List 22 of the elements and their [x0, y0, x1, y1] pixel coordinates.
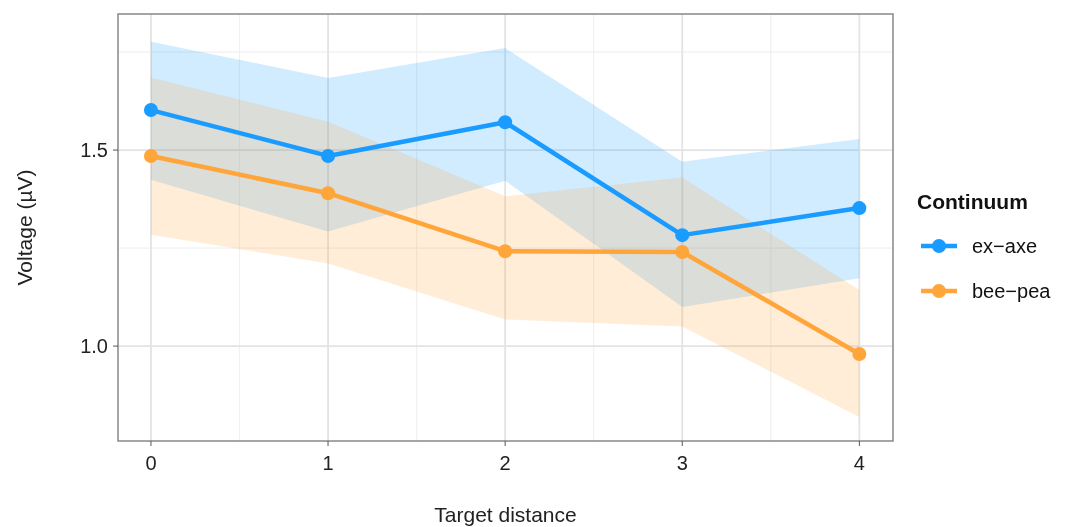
- x-tick-label: 4: [853, 452, 865, 474]
- x-tick-label: 3: [676, 452, 688, 474]
- point: [321, 186, 336, 201]
- legend-title: Continuum: [917, 190, 1028, 213]
- x-tick-label: 2: [499, 452, 511, 474]
- point: [143, 148, 158, 163]
- point: [675, 228, 690, 243]
- y-tick-label: 1.0: [80, 335, 108, 358]
- x-axis-title: Target distance: [434, 503, 577, 526]
- point: [143, 103, 158, 118]
- x-tick-label: 1: [322, 452, 334, 474]
- y-axis-title: Voltage (µV): [13, 169, 36, 286]
- point: [852, 346, 867, 361]
- point: [852, 201, 867, 216]
- x-tick-label: 0: [145, 452, 157, 474]
- point: [498, 244, 513, 259]
- legend-label: ex−axe: [972, 235, 1038, 257]
- y-tick-label: 1.5: [80, 139, 108, 162]
- point: [498, 115, 513, 130]
- point: [675, 245, 690, 260]
- legend-label: bee−pea: [972, 280, 1052, 302]
- point: [321, 148, 336, 163]
